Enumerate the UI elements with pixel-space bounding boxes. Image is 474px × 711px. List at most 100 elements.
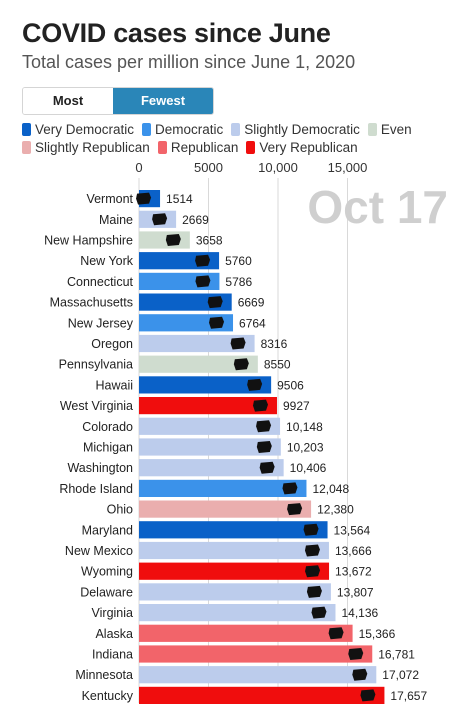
state-label: Delaware: [80, 585, 133, 599]
value-label: 5760: [225, 254, 252, 268]
legend-label: Very Democratic: [35, 122, 135, 137]
value-label: 9506: [277, 378, 304, 392]
state-label: Massachusetts: [50, 296, 133, 310]
bar: [139, 604, 336, 622]
state-label: Michigan: [83, 441, 133, 455]
value-label: 2669: [182, 213, 209, 227]
legend-item: Very Democratic: [22, 122, 134, 137]
bar: [139, 397, 277, 415]
value-label: 13,666: [335, 544, 372, 558]
state-shape-icon: [304, 544, 320, 557]
state-label: Pennsylvania: [59, 358, 133, 372]
state-label: Minnesota: [75, 668, 133, 682]
legend-item: Slightly Democratic: [231, 122, 360, 137]
state-label: Vermont: [86, 192, 133, 206]
legend-item: Democratic: [142, 122, 223, 137]
state-label: Virginia: [92, 606, 134, 620]
value-label: 9927: [283, 399, 310, 413]
state-shape-icon: [195, 275, 211, 288]
most-cases-button[interactable]: Most cases: [23, 88, 113, 114]
legend-item: Republican: [157, 140, 239, 155]
state-shape-icon: [256, 441, 272, 453]
value-label: 10,203: [287, 441, 324, 455]
state-shape-icon: [230, 337, 246, 350]
state-shape-icon: [233, 358, 249, 371]
legend-label: Democratic: [155, 122, 224, 137]
state-shape-icon: [209, 316, 225, 329]
legend-item: Very Republican: [246, 140, 358, 155]
state-label: New Hampshire: [44, 234, 133, 248]
bar: [139, 417, 281, 435]
legend-swatch: [246, 141, 256, 154]
state-label: New Jersey: [68, 316, 134, 330]
legend-swatch: [22, 141, 31, 154]
value-label: 16,781: [378, 648, 415, 662]
legend-swatch: [231, 123, 241, 136]
bar: [139, 459, 284, 477]
state-label: Connecticut: [67, 275, 134, 289]
state-label: Alaska: [95, 627, 133, 641]
bar: [139, 686, 385, 704]
value-label: 17,072: [382, 668, 419, 682]
value-label: 15,366: [359, 627, 396, 641]
state-label: Maryland: [82, 523, 133, 537]
state-label: Rhode Island: [59, 482, 133, 496]
bar: [139, 583, 331, 601]
value-label: 5786: [225, 275, 252, 289]
bar: [139, 334, 255, 353]
bar: [139, 541, 329, 560]
value-label: 14,136: [341, 606, 378, 620]
legend-label: Republican: [170, 140, 239, 155]
state-label: Hawaii: [95, 378, 133, 392]
value-label: 13,672: [335, 565, 372, 579]
bar: [139, 376, 272, 394]
bar: [139, 562, 330, 580]
x-tick-label: 10,000: [258, 160, 298, 175]
state-shape-icon: [195, 254, 211, 267]
state-shape-icon: [360, 689, 376, 702]
state-shape-icon: [282, 482, 298, 495]
fewest-cases-button[interactable]: Fewest cases: [113, 88, 213, 114]
value-label: 3658: [196, 234, 223, 248]
state-shape-icon: [287, 503, 303, 516]
state-shape-icon: [306, 585, 322, 598]
bar: [139, 314, 234, 332]
state-shape-icon: [256, 420, 272, 433]
legend-swatch: [157, 141, 167, 154]
bar: [139, 624, 353, 642]
state-label: Washington: [67, 461, 133, 475]
legend-label: Slightly Democratic: [244, 122, 360, 137]
chart-subtitle: Total cases per million since June 1, 20…: [22, 52, 356, 72]
state-label: Kentucky: [82, 689, 134, 703]
value-label: 12,048: [312, 482, 349, 496]
legend-item: Slightly Republican: [22, 140, 150, 155]
chart-title: COVID cases since June: [22, 18, 331, 48]
x-tick-label: 0: [135, 160, 142, 175]
bar: [139, 666, 377, 684]
bar-chart: 0 5000 10,000 15,000 Oct 17 Vermont 1514 Maine 2…: [44, 160, 448, 704]
bar: [139, 645, 373, 663]
state-shape-icon: [311, 606, 327, 619]
x-tick-label: 5000: [194, 160, 223, 175]
state-label: Colorado: [82, 420, 133, 434]
state-shape-icon: [152, 213, 168, 226]
value-label: 6669: [238, 296, 265, 310]
state-shape-icon: [252, 399, 268, 412]
value-label: 6764: [239, 316, 266, 330]
value-label: 8550: [264, 358, 291, 372]
bar: [139, 521, 328, 539]
value-label: 10,406: [290, 461, 327, 475]
state-label: West Virginia: [60, 399, 133, 413]
bar: [139, 479, 307, 497]
state-shape-icon: [328, 627, 344, 640]
value-label: 13,564: [334, 523, 371, 537]
value-label: 12,380: [317, 503, 354, 517]
state-label: Oregon: [91, 337, 133, 351]
legend-item: Even: [367, 122, 412, 137]
state-shape-icon: [303, 523, 319, 536]
legend-swatch: [142, 123, 152, 136]
state-shape-icon: [352, 668, 368, 681]
state-shape-icon: [305, 565, 321, 578]
sort-toggle: Most cases Fewest cases: [22, 87, 214, 115]
state-shape-icon: [348, 648, 364, 660]
